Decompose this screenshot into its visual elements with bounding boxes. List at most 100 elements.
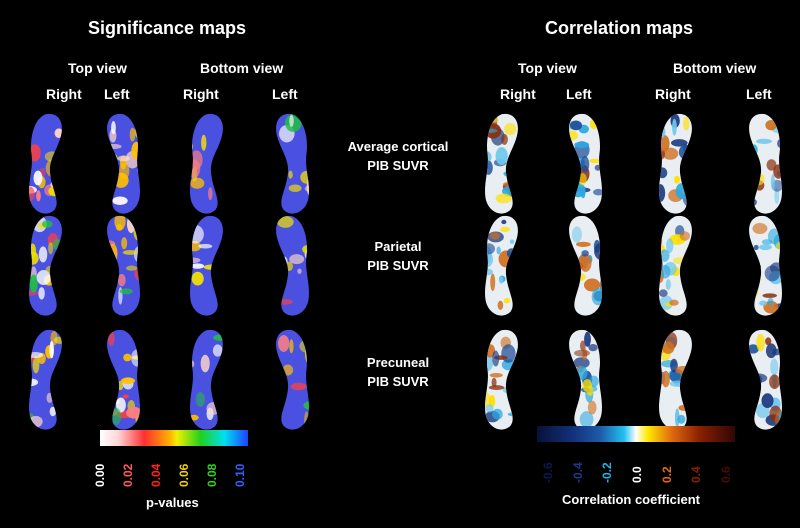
map-patch bbox=[575, 241, 591, 247]
map-patch bbox=[32, 355, 40, 374]
map-patch bbox=[755, 138, 772, 144]
map-patch bbox=[769, 374, 780, 390]
map-patch bbox=[200, 354, 210, 373]
sig-map-row2-col4 bbox=[276, 215, 309, 316]
map-patch bbox=[38, 246, 48, 263]
map-patch bbox=[770, 358, 779, 376]
row-label-precuneal: Precuneal PIB SUVR bbox=[366, 355, 430, 389]
map-patch bbox=[289, 254, 305, 265]
map-patch bbox=[278, 335, 290, 352]
sig-map-row2-col1 bbox=[29, 215, 62, 316]
map-patch bbox=[137, 163, 140, 175]
map-patch bbox=[488, 385, 505, 390]
map-patch bbox=[492, 408, 503, 420]
map-patch bbox=[588, 343, 598, 352]
map-patch bbox=[762, 293, 777, 298]
map-patch bbox=[749, 344, 759, 354]
map-patch bbox=[659, 249, 670, 262]
map-patch bbox=[285, 261, 293, 272]
map-patch bbox=[117, 273, 126, 287]
map-patch bbox=[29, 144, 41, 162]
map-patch bbox=[661, 370, 670, 388]
map-patch bbox=[111, 121, 116, 135]
map-patch bbox=[190, 414, 199, 421]
map-patch bbox=[297, 268, 302, 274]
map-patch bbox=[490, 117, 499, 123]
map-patch bbox=[672, 257, 688, 265]
row-label-average-cortical: Average cortical PIB SUVR bbox=[347, 139, 449, 173]
map-patch bbox=[756, 333, 765, 352]
map-patch bbox=[113, 172, 129, 188]
map-patch bbox=[29, 274, 38, 293]
map-patch bbox=[36, 190, 41, 202]
map-patch bbox=[485, 128, 498, 133]
map-patch bbox=[29, 251, 39, 265]
map-patch bbox=[300, 170, 309, 184]
map-patch bbox=[288, 170, 293, 179]
map-patch bbox=[485, 391, 491, 408]
sig-map-row2-col3 bbox=[190, 215, 223, 316]
map-patch bbox=[750, 373, 768, 383]
tick-label: 0.2 bbox=[659, 466, 674, 483]
map-patch bbox=[583, 278, 601, 292]
map-patch bbox=[501, 344, 516, 363]
map-patch bbox=[29, 378, 39, 387]
map-patch bbox=[582, 379, 592, 393]
map-patch bbox=[56, 368, 62, 386]
map-patch bbox=[48, 186, 61, 197]
tick-label: 0.10 bbox=[233, 463, 247, 487]
map-patch bbox=[134, 123, 140, 139]
corr-map-row1-col3 bbox=[659, 113, 692, 214]
correlation-maps-title: Correlation maps bbox=[545, 18, 694, 38]
map-patch bbox=[672, 118, 677, 136]
map-patch bbox=[304, 411, 309, 430]
map-patch bbox=[574, 277, 580, 282]
map-patch bbox=[579, 411, 594, 428]
map-patch bbox=[485, 160, 493, 175]
sig-map-row3-col1 bbox=[29, 329, 62, 430]
map-patch bbox=[599, 123, 602, 135]
map-patch bbox=[302, 245, 309, 254]
correlation-colorbar bbox=[537, 426, 735, 442]
map-patch bbox=[122, 394, 129, 399]
map-patch bbox=[569, 130, 579, 141]
map-patch bbox=[190, 257, 201, 264]
map-patch bbox=[504, 122, 517, 136]
map-patch bbox=[753, 244, 759, 251]
map-patch bbox=[751, 368, 757, 388]
map-patch bbox=[759, 244, 772, 251]
tick-label: 0.08 bbox=[205, 463, 219, 487]
map-patch bbox=[775, 241, 782, 250]
map-patch bbox=[749, 160, 761, 177]
map-patch bbox=[289, 114, 294, 127]
map-patch bbox=[749, 176, 760, 185]
map-patch bbox=[491, 377, 497, 388]
map-patch bbox=[134, 265, 140, 281]
map-patch bbox=[779, 129, 782, 142]
map-patch bbox=[190, 225, 204, 244]
map-patch bbox=[579, 253, 592, 272]
map-patch bbox=[485, 268, 494, 276]
map-patch bbox=[773, 164, 782, 179]
map-patch bbox=[203, 264, 219, 270]
map-patch bbox=[596, 217, 602, 228]
corr-map-row3-col4 bbox=[749, 329, 782, 430]
corr-bottom-right-label: Right bbox=[655, 86, 691, 102]
map-patch bbox=[107, 144, 122, 149]
map-patch bbox=[764, 265, 780, 282]
tick-label: 0.04 bbox=[149, 463, 163, 487]
map-patch bbox=[774, 188, 780, 204]
map-patch bbox=[589, 118, 599, 130]
map-patch bbox=[277, 298, 293, 305]
map-patch bbox=[675, 183, 688, 200]
map-patch bbox=[125, 265, 138, 271]
map-patch bbox=[580, 188, 586, 199]
map-patch bbox=[503, 171, 512, 177]
map-patch bbox=[501, 219, 507, 225]
sig-bottom-left-label: Left bbox=[272, 86, 298, 102]
pvalue-colorbar bbox=[100, 430, 248, 446]
map-patch bbox=[29, 149, 35, 155]
map-patch bbox=[122, 250, 138, 255]
map-patch bbox=[133, 223, 140, 242]
map-patch bbox=[45, 158, 61, 178]
